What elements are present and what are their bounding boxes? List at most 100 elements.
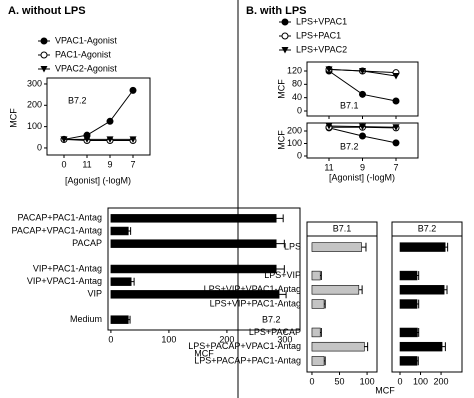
bar	[311, 299, 325, 309]
marker	[129, 136, 137, 143]
marker	[392, 139, 400, 147]
bar	[399, 270, 418, 281]
legend-marker	[40, 66, 48, 73]
marker	[106, 136, 114, 143]
marker	[392, 124, 400, 131]
error-bar	[131, 277, 135, 286]
x-axis-label: [Agonist] (-logM)	[329, 172, 395, 182]
bar	[311, 356, 325, 366]
error-bar	[276, 265, 285, 273]
marker	[129, 86, 137, 94]
bar	[110, 226, 129, 236]
legend-marker	[281, 18, 289, 26]
bar	[399, 242, 446, 252]
category-label: LPS+VIP+VPAC1-Antag	[204, 284, 301, 294]
y-tick-label: 300	[27, 78, 42, 88]
error-bar	[320, 328, 322, 337]
legend-marker	[281, 32, 289, 40]
legend-label: LPS+PAC1	[296, 30, 341, 40]
x-tick-label: 0	[61, 159, 66, 169]
x-axis-label: MCF	[375, 385, 395, 395]
marker	[359, 132, 366, 140]
marker	[392, 73, 400, 80]
x-tick-label: 50	[335, 376, 345, 386]
plot-frame	[107, 207, 301, 331]
legend-label: VPAC2-Agonist	[55, 63, 117, 73]
y-tick-label: 120	[287, 65, 302, 75]
legend-marker	[40, 37, 48, 45]
marker	[325, 123, 333, 130]
legend-label: LPS+VPAC2	[296, 44, 347, 54]
panel-title: A. without LPS	[8, 5, 86, 17]
error-bar	[279, 290, 287, 299]
bar	[311, 341, 365, 352]
x-tick-label: 300	[277, 334, 292, 344]
x-tick-label: 11	[82, 159, 91, 169]
panel-header: B7.1	[333, 223, 352, 233]
bar	[311, 285, 360, 295]
category-label: Medium	[70, 314, 102, 324]
bar	[110, 264, 277, 274]
error-bar	[128, 227, 132, 235]
error-bar	[417, 271, 420, 280]
x-tick-label: 0	[108, 334, 113, 344]
plot-frame	[46, 77, 151, 156]
x-tick-label: 100	[413, 376, 428, 386]
bar	[110, 214, 277, 223]
error-bar	[442, 342, 446, 352]
marker	[60, 136, 68, 143]
marker	[359, 123, 366, 131]
y-tick-label: 0	[297, 150, 302, 160]
marker	[106, 117, 114, 125]
plot-frame	[391, 221, 463, 373]
y-tick-label: 100	[287, 138, 302, 148]
category-label: VIP	[87, 289, 102, 299]
x-tick-label: 200	[434, 376, 449, 386]
error-bar	[444, 285, 448, 295]
category-label: VIP+VPAC1-Antag	[27, 276, 102, 286]
error-bar	[445, 242, 449, 252]
x-tick-label: 7	[130, 159, 135, 169]
x-tick-label: 9	[360, 162, 365, 172]
y-tick-label: 200	[287, 125, 302, 135]
annotation: B7.2	[340, 141, 359, 151]
x-tick-label: 7	[393, 162, 398, 172]
category-label: PACAP+VPAC1-Antag	[12, 225, 102, 235]
y-tick-label: 200	[27, 100, 42, 110]
y-tick-label: 100	[27, 121, 42, 131]
panel-header: B7.2	[418, 223, 437, 233]
bar	[110, 277, 132, 286]
category-label: LPS	[284, 241, 301, 251]
category-label: PACAP	[72, 238, 102, 248]
y-tick-label: 0	[37, 142, 42, 152]
bar	[399, 327, 418, 338]
category-label: PACAP+PAC1-Antag	[18, 213, 102, 223]
legend-label: PAC1-Agonist	[55, 49, 111, 59]
error-bar	[417, 299, 420, 309]
annotation: B7.2	[262, 314, 281, 324]
category-label: LPS+VIP+PAC1-Antag	[210, 298, 301, 308]
y-tick-label: 40	[292, 92, 302, 102]
x-axis-label: [Agonist] (-logM)	[65, 175, 131, 185]
x-tick-label: 11	[324, 162, 333, 172]
error-bar	[364, 342, 369, 352]
legend-marker	[40, 51, 48, 59]
error-bar	[276, 239, 285, 248]
legend-label: LPS+VPAC1	[296, 16, 347, 26]
category-label: LPS+PACAP	[249, 327, 301, 337]
category-label: LPS+PACAP+PAC1-Antag	[194, 355, 301, 365]
plot-frame	[306, 221, 378, 373]
y-tick-label: 80	[292, 79, 302, 89]
bar	[311, 327, 321, 338]
marker	[325, 66, 333, 73]
bar	[399, 356, 418, 366]
error-bar	[417, 328, 420, 337]
x-tick-label: 9	[107, 159, 112, 169]
bar	[110, 315, 129, 324]
category-label: LPS+VIP	[264, 270, 301, 280]
x-tick-label: 200	[219, 334, 234, 344]
series-line	[63, 90, 134, 140]
annotation: B7.1	[340, 100, 359, 110]
error-bar	[358, 285, 363, 295]
